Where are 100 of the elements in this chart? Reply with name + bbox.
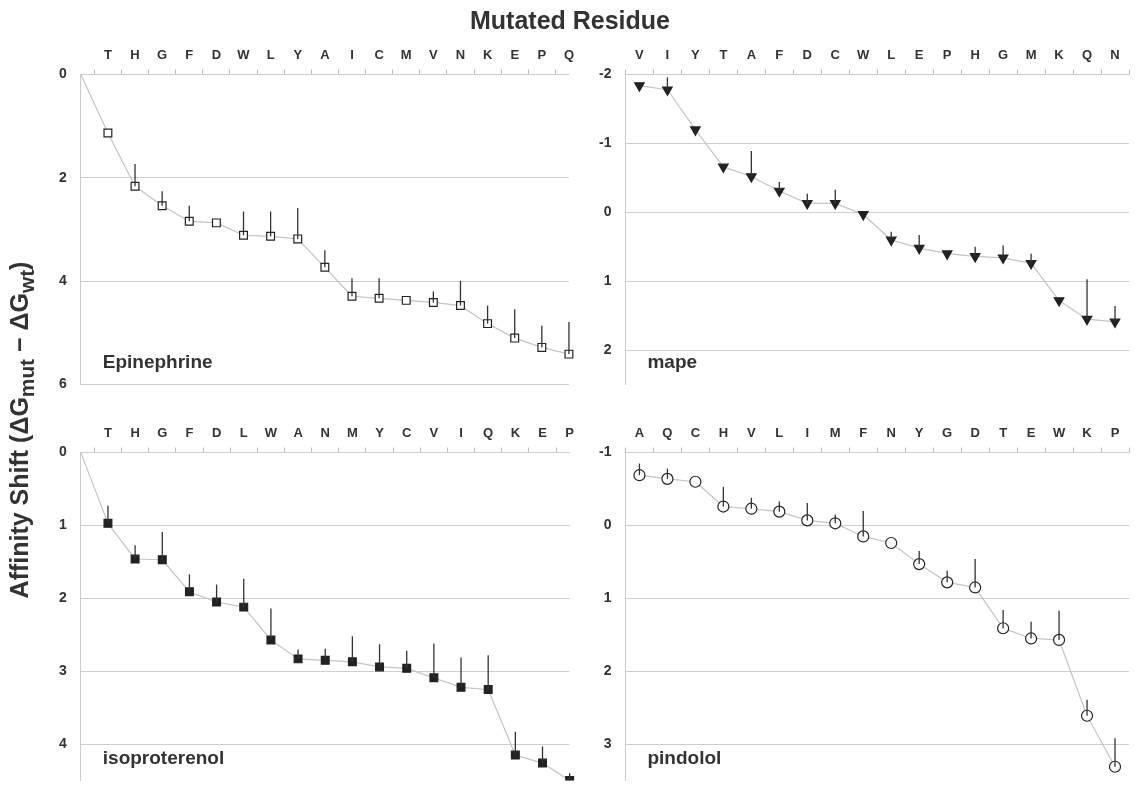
point <box>320 655 330 665</box>
x-tick-label: Q <box>1081 47 1093 63</box>
y-tick-label: 2 <box>603 662 612 679</box>
point <box>745 502 758 515</box>
x-tick-label: M <box>829 425 841 441</box>
x-tick-label: H <box>130 47 140 63</box>
point <box>829 517 842 530</box>
point <box>801 514 814 527</box>
text: Epinephrine <box>102 351 213 373</box>
x-tick-label: W <box>264 425 278 441</box>
point <box>184 587 194 597</box>
y-tick-label: 1 <box>58 516 67 533</box>
point <box>633 469 646 482</box>
x-tick-label: W <box>1052 425 1066 441</box>
x-tick-label: V <box>635 47 645 63</box>
x-tick-label: Y <box>691 47 701 63</box>
point <box>455 301 465 311</box>
y-tick-label: 0 <box>603 203 612 220</box>
point <box>689 475 702 488</box>
x-tick-label: W <box>857 47 871 63</box>
x-tick-label: M <box>1025 47 1037 63</box>
x-tick-label: T <box>103 425 112 441</box>
point <box>661 472 674 485</box>
x-tick-label: C <box>830 47 841 63</box>
x-tick-label: D <box>211 425 222 441</box>
point <box>885 536 898 550</box>
x-tick-label: M <box>400 47 412 63</box>
point <box>347 657 357 667</box>
x-tick-label: I <box>665 47 670 63</box>
x-tick-label: I <box>350 47 354 63</box>
y-tick-label: 0 <box>58 65 67 82</box>
x-tick-label: E <box>510 47 520 63</box>
point <box>401 295 411 305</box>
y-tick-label: 4 <box>58 272 67 289</box>
point <box>483 685 493 694</box>
y-tick-label: 4 <box>58 735 67 752</box>
x-tick-label: Y <box>375 425 385 441</box>
x-tick-label: H <box>130 425 140 441</box>
y-tick-label: 6 <box>58 375 67 392</box>
x-tick-label: Q <box>662 425 673 441</box>
point <box>211 218 221 228</box>
point <box>857 211 869 221</box>
y-tick-label: 0 <box>58 443 67 460</box>
x-tick-label: L <box>266 47 275 63</box>
x-tick-label: A <box>293 425 304 441</box>
x-tick-label: G <box>998 47 1009 63</box>
point <box>483 319 493 329</box>
x-tick-label: H <box>718 425 729 441</box>
y-tick-label: 2 <box>58 589 67 606</box>
point <box>537 342 547 352</box>
x-tick-label: F <box>775 47 784 63</box>
point <box>239 602 249 612</box>
point <box>913 558 926 571</box>
text: mape <box>647 351 698 373</box>
point <box>969 253 981 263</box>
y-tick-label: 1 <box>603 589 612 606</box>
point <box>773 505 786 518</box>
point <box>1053 297 1065 307</box>
point <box>941 250 953 260</box>
text: pindolol <box>647 747 722 769</box>
x-tick-label: W <box>237 47 251 63</box>
x-tick-label: D <box>970 425 980 441</box>
x-tick-label: C <box>402 425 413 441</box>
point <box>510 333 520 343</box>
x-tick-label: V <box>429 425 439 441</box>
x-tick-label: N <box>1110 47 1120 63</box>
x-tick-label: A <box>320 47 331 63</box>
x-tick-label: L <box>887 47 896 63</box>
point <box>293 234 303 244</box>
x-tick-label: A <box>746 47 757 63</box>
point <box>690 126 701 136</box>
x-tick-label: G <box>157 47 168 63</box>
x-tick-label: K <box>510 425 521 441</box>
x-tick-label: P <box>565 425 575 441</box>
point <box>801 200 813 210</box>
x-tick-label: Y <box>293 47 303 63</box>
y-tick-label: -1 <box>599 134 612 151</box>
x-tick-label: P <box>1110 425 1120 441</box>
x-tick-label: D <box>211 47 222 63</box>
x-tick-label: V <box>429 47 439 63</box>
x-tick-label: N <box>455 47 466 63</box>
point <box>941 576 954 589</box>
y-tick-label: 1 <box>603 272 612 289</box>
point <box>857 530 870 543</box>
y-tick-label: 0 <box>603 516 612 533</box>
point <box>913 244 925 255</box>
x-tick-label: M <box>346 425 358 441</box>
point <box>103 128 113 138</box>
x-tick-label: E <box>1026 425 1036 441</box>
point <box>402 663 412 673</box>
point <box>428 297 438 307</box>
x-tick-label: Q <box>563 47 575 63</box>
x-tick-label: E <box>538 425 548 441</box>
x-tick-label: I <box>459 425 463 441</box>
x-tick-label: P <box>942 47 952 63</box>
x-tick-label: T <box>999 425 1008 441</box>
x-tick-label: F <box>185 425 194 441</box>
x-tick-label: I <box>805 425 810 441</box>
x-tick-label: F <box>859 425 868 441</box>
x-tick-label: N <box>886 425 896 441</box>
